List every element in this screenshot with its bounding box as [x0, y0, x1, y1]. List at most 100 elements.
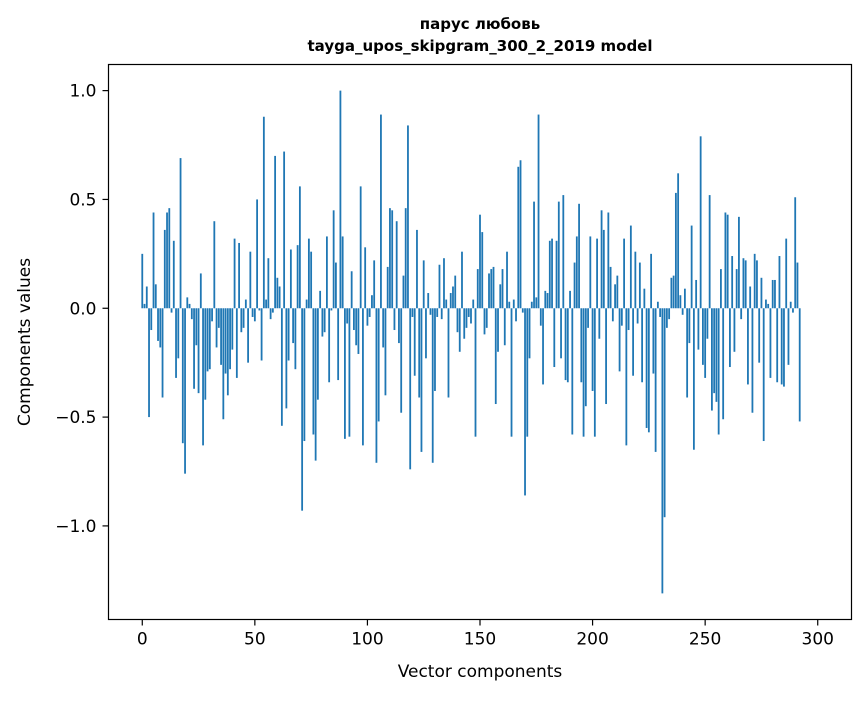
bar-133: [440, 308, 443, 320]
bar-7: [157, 308, 159, 341]
bar-284: [780, 308, 783, 385]
x-tick-label: 200: [576, 630, 608, 650]
bar-86: [335, 262, 337, 309]
bar-228: [654, 308, 657, 452]
bar-179: [544, 290, 547, 309]
bar-171: [526, 308, 529, 437]
bar-34: [217, 308, 220, 328]
bar-18: [181, 308, 184, 444]
bar-226: [650, 253, 653, 309]
bar-161: [503, 308, 506, 346]
bar-287: [787, 308, 790, 365]
bar-259: [724, 212, 727, 309]
bar-174: [533, 201, 535, 309]
bar-271: [751, 308, 754, 413]
bar-15: [175, 308, 177, 378]
bar-292: [798, 308, 801, 422]
bar-286: [785, 238, 788, 309]
bar-233: [665, 308, 668, 328]
bar-129: [431, 308, 434, 463]
bar-106: [380, 114, 382, 309]
bar-167: [517, 166, 520, 309]
bar-204: [600, 210, 603, 309]
bar-11: [166, 212, 168, 309]
bar-206: [605, 308, 607, 405]
bar-124: [420, 308, 423, 452]
bar-147: [472, 299, 475, 309]
bar-202: [596, 238, 598, 309]
bar-152: [483, 308, 486, 335]
bar-283: [778, 256, 781, 309]
bar-52: [258, 308, 261, 311]
bar-110: [389, 208, 391, 309]
bar-251: [706, 308, 709, 339]
bar-130: [434, 308, 436, 391]
bar-56: [267, 258, 270, 309]
bar-201: [593, 308, 596, 437]
bar-140: [456, 308, 459, 333]
bar-252: [708, 195, 711, 309]
bar-58: [271, 308, 274, 313]
bar-264: [735, 269, 738, 309]
bar-143: [463, 308, 466, 339]
bar-154: [488, 273, 490, 309]
bar-125: [422, 260, 425, 309]
bar-53: [260, 308, 263, 361]
bar-289: [792, 308, 794, 313]
bar-197: [584, 308, 587, 407]
bar-84: [330, 308, 333, 311]
bar-263: [733, 308, 736, 352]
bar-69: [296, 245, 299, 309]
bar-105: [377, 308, 380, 422]
bar-291: [796, 262, 799, 309]
bar-6: [154, 284, 157, 309]
bar-156: [492, 266, 495, 309]
bar-216: [627, 308, 630, 331]
bar-196: [582, 308, 585, 437]
bar-268: [744, 260, 747, 309]
bar-266: [740, 308, 743, 320]
bar-74: [307, 238, 310, 309]
bar-265: [738, 216, 740, 309]
bar-183: [553, 308, 556, 368]
bar-96: [357, 308, 360, 354]
bar-35: [220, 308, 222, 365]
bar-279: [769, 308, 772, 378]
bar-29: [206, 308, 209, 372]
bar-25: [197, 308, 200, 394]
bar-85: [332, 210, 335, 309]
bar-50: [253, 308, 256, 322]
bar-78: [316, 308, 319, 400]
bar-273: [756, 260, 758, 309]
bar-73: [305, 299, 308, 309]
bar-184: [555, 240, 558, 309]
bar-144: [465, 308, 468, 328]
bar-83: [328, 308, 331, 383]
bar-95: [355, 308, 358, 346]
bar-76: [312, 308, 315, 435]
bar-132: [438, 264, 441, 309]
bar-27: [202, 308, 204, 446]
bar-128: [429, 308, 432, 315]
bar-215: [625, 308, 628, 446]
bar-261: [729, 308, 731, 368]
bar-5: [152, 212, 155, 309]
bar-192: [573, 262, 576, 309]
bar-168: [519, 160, 522, 309]
bar-26: [199, 273, 202, 309]
bar-190: [569, 290, 571, 309]
bar-177: [539, 308, 542, 326]
bar-270: [749, 286, 752, 309]
bar-59: [274, 155, 277, 309]
bar-81: [323, 308, 326, 333]
bar-131: [436, 308, 439, 317]
bar-36: [222, 308, 225, 420]
bar-13: [170, 308, 173, 313]
bar-221: [638, 262, 641, 309]
bar-122: [416, 229, 418, 309]
bar-153: [485, 308, 488, 328]
bar-23: [193, 308, 195, 389]
bar-276: [762, 308, 765, 442]
bar-176: [537, 114, 540, 309]
bar-54: [262, 116, 265, 309]
